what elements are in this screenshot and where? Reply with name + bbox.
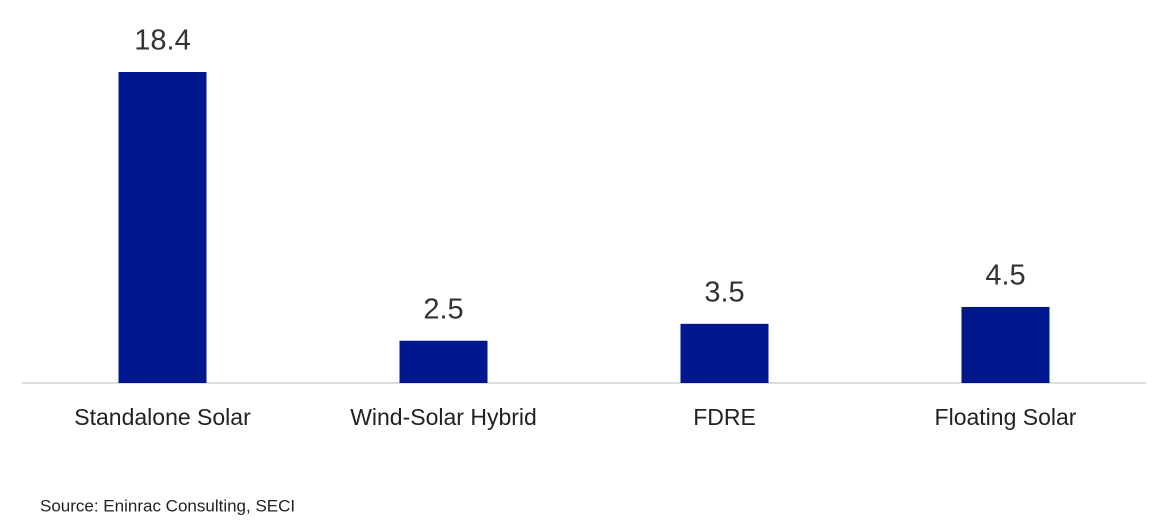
bar bbox=[399, 340, 488, 383]
value-label: 2.5 bbox=[423, 293, 463, 325]
bar bbox=[961, 306, 1050, 383]
x-tick-label: FDRE bbox=[693, 404, 756, 430]
x-tick-label: Floating Solar bbox=[935, 404, 1077, 430]
value-label: 4.5 bbox=[985, 260, 1025, 292]
x-tick-label: Standalone Solar bbox=[74, 404, 251, 430]
x-tick-label: Wind-Solar Hybrid bbox=[350, 404, 537, 430]
bar bbox=[680, 323, 769, 383]
value-label: 18.4 bbox=[134, 25, 190, 57]
bar bbox=[118, 72, 207, 383]
source-note: Source: Eninrac Consulting, SECI bbox=[40, 496, 295, 515]
value-label: 3.5 bbox=[704, 276, 744, 308]
